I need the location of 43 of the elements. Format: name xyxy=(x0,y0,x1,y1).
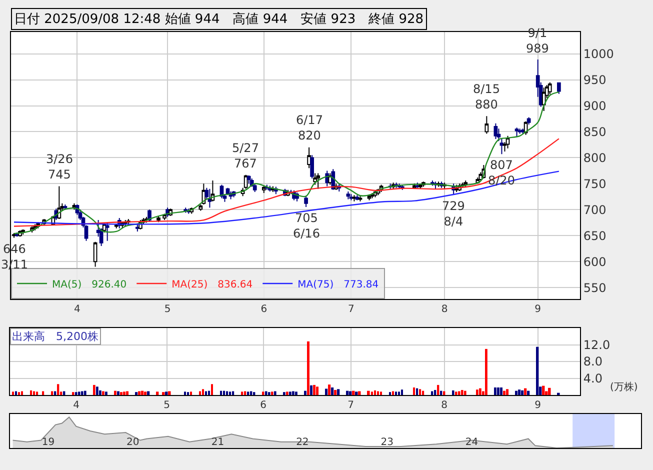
chart-title: 出来高 5,200株 xyxy=(12,330,98,343)
y-tick-label: 600 xyxy=(583,254,606,269)
x-tick-label: 8 xyxy=(441,400,448,411)
y-tick-label: 700 xyxy=(583,202,606,217)
y-tick-label: 850 xyxy=(583,124,606,139)
x-tick-label: 5 xyxy=(164,304,171,315)
annotation: 8/15 880 xyxy=(473,82,500,112)
x-tick-label: 6 xyxy=(260,304,268,315)
x-tick-label: 20 xyxy=(126,437,140,448)
y-tick-label: 550 xyxy=(583,280,606,295)
x-tick-label: 5 xyxy=(164,400,170,411)
y-tick-label: 1000 xyxy=(583,47,614,62)
x-tick-label: 21 xyxy=(211,437,224,448)
y-tick-label: 12.0 xyxy=(583,338,610,352)
x-tick-label: 6 xyxy=(260,400,267,411)
x-tick-label: 19 xyxy=(42,437,55,448)
annotation: 705 6/16 xyxy=(293,211,320,241)
x-tick-label: 22 xyxy=(296,437,309,448)
x-tick-label: 9 xyxy=(534,304,542,315)
x-tick-label: 7 xyxy=(348,400,354,411)
x-tick-label: 4 xyxy=(74,304,80,315)
x-tick-label: 7 xyxy=(348,304,354,315)
y-tick-label: 900 xyxy=(583,98,606,113)
y-tick-label: 8.0 xyxy=(583,354,602,369)
x-tick-label: 9 xyxy=(534,400,541,411)
x-tick-label: 23 xyxy=(380,437,394,448)
annotation: 729 8/4 xyxy=(442,199,465,229)
annotation: 6/17 820 xyxy=(296,113,323,143)
y-tick-label: 650 xyxy=(583,228,606,243)
x-tick-label: 4 xyxy=(73,400,80,411)
chart-title: 日付 2025/09/08 12:48 始値 944 高値 944 安値 923 終値 928 xyxy=(14,11,424,27)
x-tick-label: 24 xyxy=(465,437,478,448)
x-tick-label: 8 xyxy=(441,304,448,315)
annotation: 3/26 745 xyxy=(46,152,73,182)
y-tick-label: 800 xyxy=(583,150,606,165)
legend-label: MA(75) 773.84 xyxy=(298,279,379,290)
y-tick-label: 750 xyxy=(583,176,606,191)
legend-label: MA(25) 836.64 xyxy=(172,279,253,290)
legend-label: MA(5) 926.40 xyxy=(52,279,127,290)
y-tick-label: 4.0 xyxy=(583,371,602,386)
y-axis-title: (万株) xyxy=(610,381,638,393)
annotation: 5/27 767 xyxy=(232,141,259,171)
y-tick-label: 950 xyxy=(583,72,606,87)
